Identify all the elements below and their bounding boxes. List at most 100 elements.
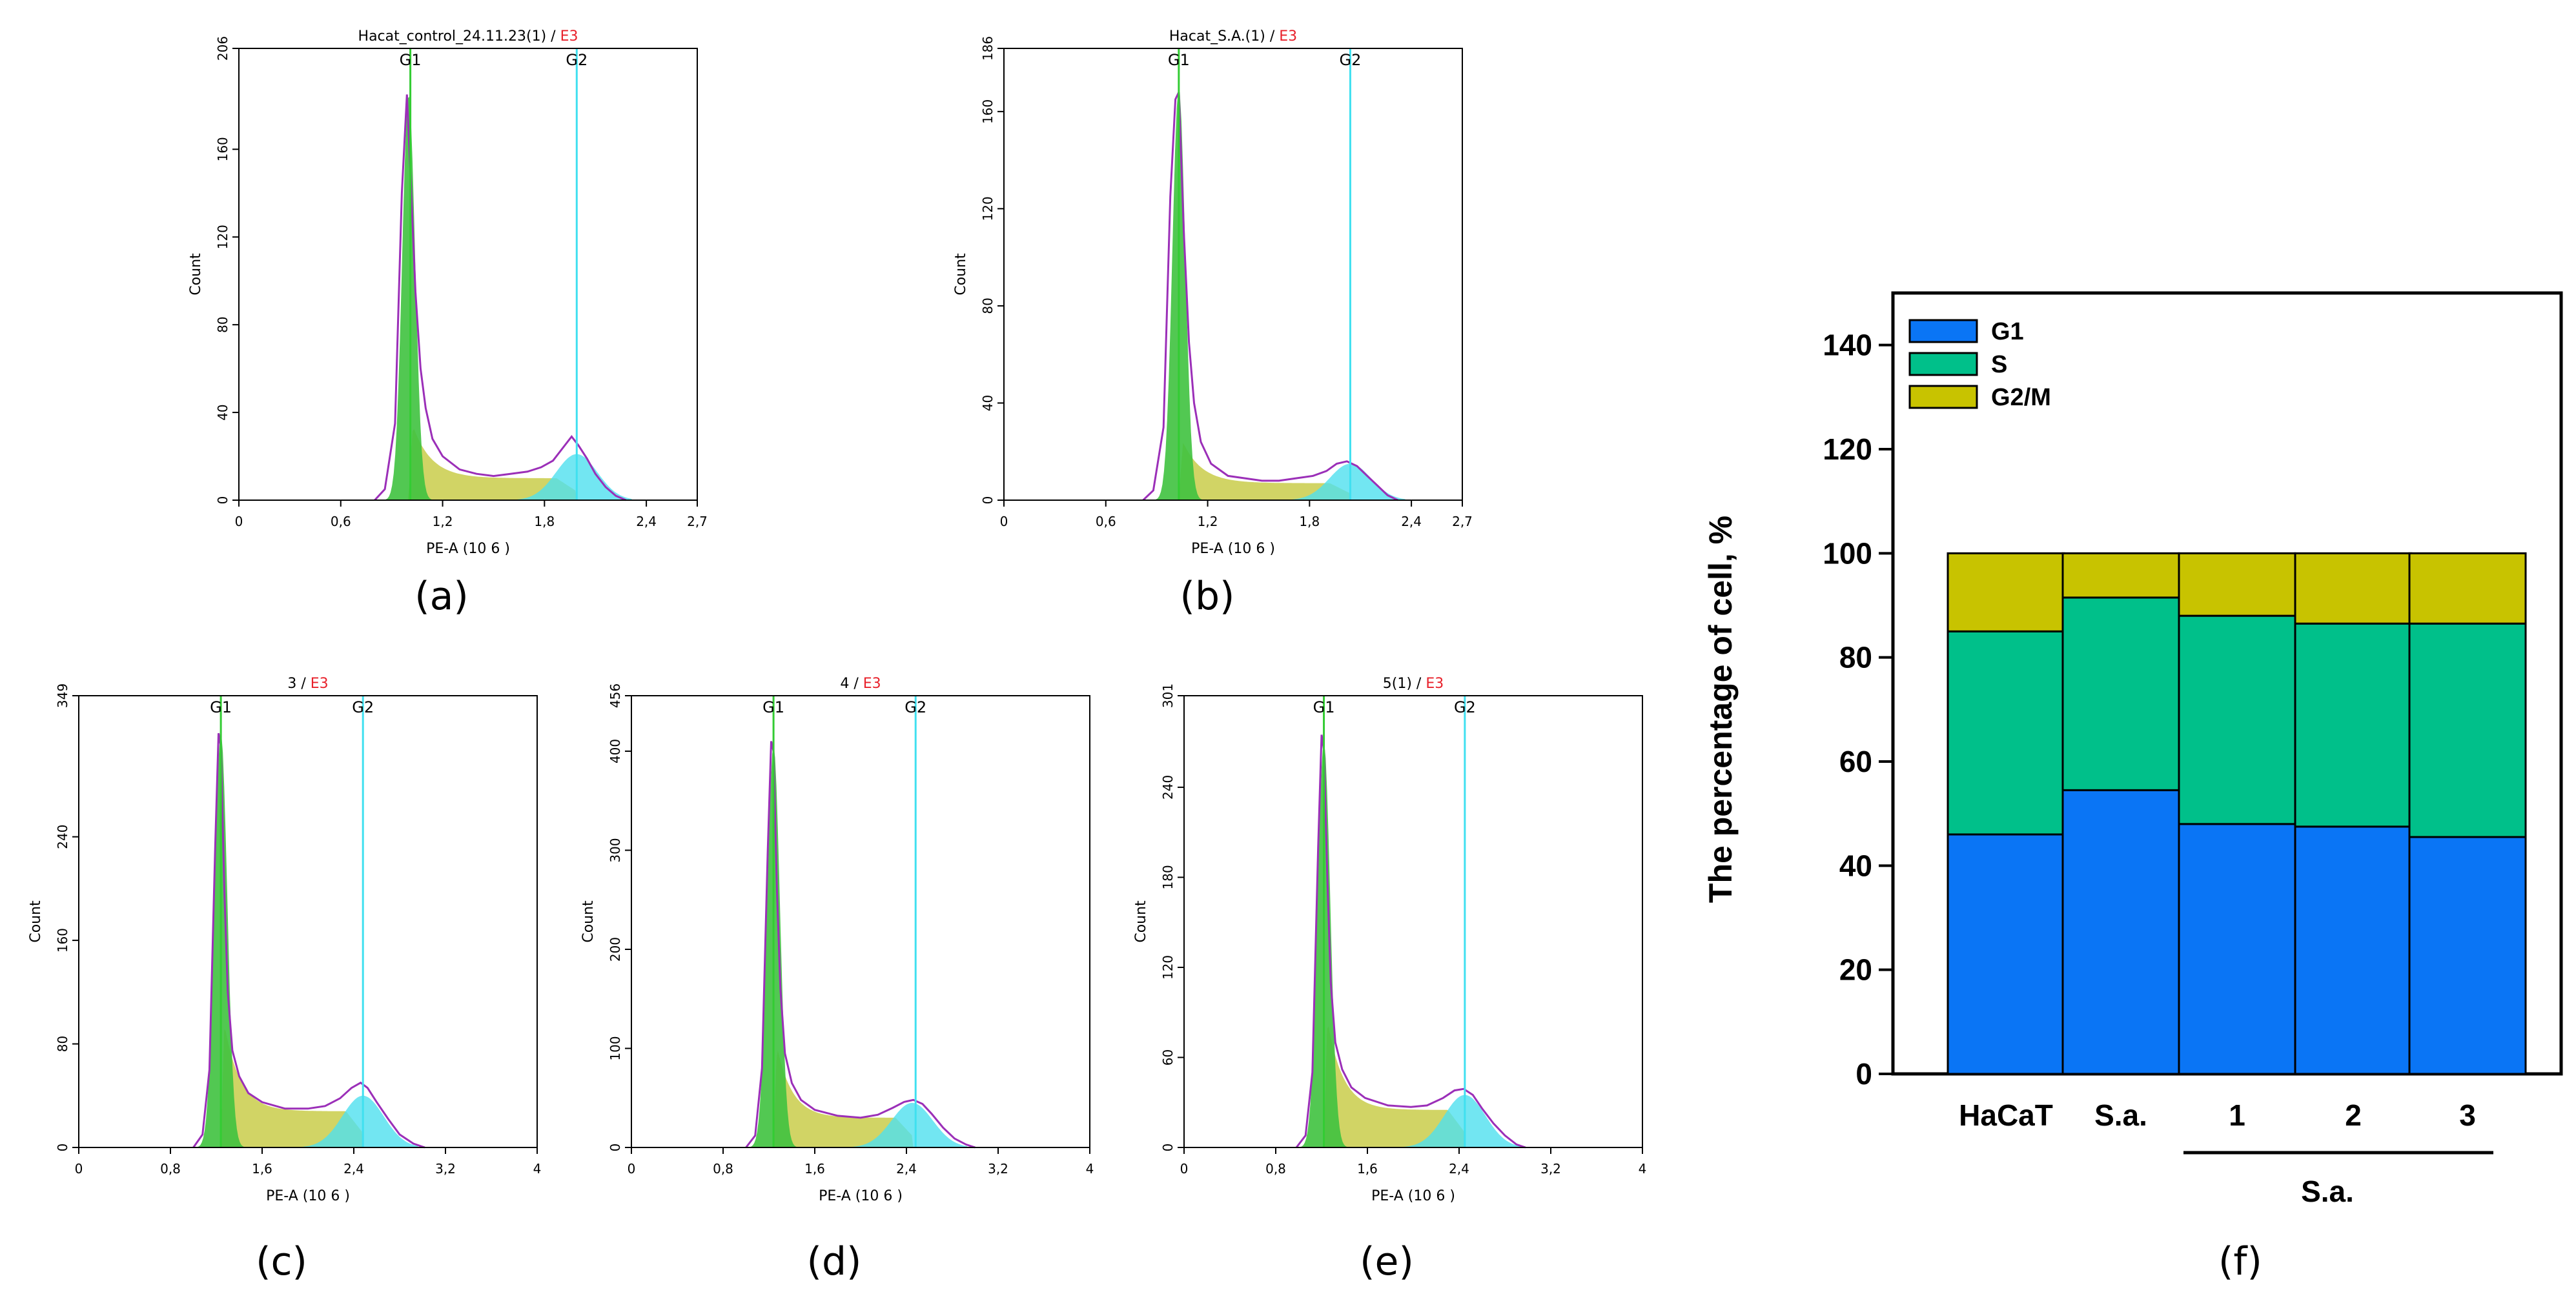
- bar-segment-g2m-3: [2294, 552, 2413, 625]
- y-tick-label: 0: [980, 496, 996, 505]
- bar-y-tick-label: 0: [1855, 1057, 1872, 1091]
- bar-y-tick-label: 120: [1823, 432, 1872, 466]
- histogram-g2-area: [746, 1102, 968, 1147]
- panel-label-c: (c): [256, 1239, 307, 1284]
- histogram-title-gate: E3: [560, 28, 578, 45]
- x-axis-label: PE-A (10 6 ): [1191, 541, 1275, 557]
- histogram-title-sample: 5(1) /: [1383, 676, 1426, 692]
- x-tick-label: 1,8: [534, 514, 555, 529]
- bar-segment-s-2: [2178, 614, 2296, 825]
- x-tick-label: 0,8: [713, 1161, 733, 1177]
- histogram-title-sample: 4 /: [840, 676, 863, 692]
- y-tick-label: 0: [55, 1144, 70, 1152]
- bar-y-axis-label: The percentage of cell, %: [1702, 516, 1739, 903]
- histogram-frame: [1183, 695, 1643, 1148]
- histogram-title: Hacat_S.A.(1) / E3: [1169, 28, 1297, 45]
- x-tick-label: 2,7: [1452, 514, 1473, 529]
- legend-swatch-g1: [1908, 319, 1978, 343]
- bar-segment-g1-4: [2408, 836, 2527, 1075]
- histogram-g2-area: [381, 454, 632, 500]
- group-label: S.a.: [2301, 1175, 2354, 1208]
- histogram-title: 4 / E3: [840, 676, 881, 692]
- y-tick-label: 0: [1160, 1144, 1176, 1152]
- bar-segment-s-1: [2061, 596, 2180, 791]
- bar-segment-s-0: [1947, 630, 2065, 836]
- histogram-c: 3 / E3 G1 G2 0 0,8 1,6 2,4 3,2 4 0 80 160 240 349 PE-A…: [28, 676, 541, 1204]
- panel-label-d: (d): [807, 1239, 862, 1284]
- x-tick-label: 0,6: [331, 514, 351, 529]
- histogram-g2-area: [193, 1095, 418, 1147]
- gate-label-g1: G1: [400, 51, 422, 69]
- histogram-s-phase-area: [193, 1029, 418, 1147]
- y-tick-label: 300: [608, 838, 623, 862]
- y-axis-label: Count: [580, 900, 597, 943]
- bar-category-label: 3: [2459, 1098, 2476, 1132]
- gate-label-g1: G1: [1313, 698, 1335, 716]
- y-tick-label: 301: [1160, 683, 1176, 708]
- legend-label-s: S: [1991, 351, 2007, 378]
- y-tick-label: 120: [1160, 955, 1176, 980]
- y-tick-label: 206: [215, 36, 230, 61]
- y-tick-label: 0: [608, 1144, 623, 1152]
- y-axis-label: Count: [1133, 900, 1149, 943]
- legend-label-g2m: G2/M: [1991, 384, 2051, 411]
- y-tick-label: 0: [215, 496, 230, 505]
- histogram-frame: [238, 48, 698, 501]
- bar-segment-s-3: [2294, 622, 2413, 828]
- y-tick-label: 240: [1160, 775, 1176, 800]
- x-tick-label: 2,4: [343, 1161, 364, 1177]
- x-tick-label: 3,2: [435, 1161, 456, 1177]
- y-tick-label: 120: [980, 196, 996, 221]
- bar-segment-g1-0: [1947, 833, 2065, 1075]
- histogram-b: Hacat_S.A.(1) / E3 G1 G2 0 0,6 1,2 1,8 2,4 2,7 0 4…: [953, 28, 1473, 557]
- histogram-g1-area: [746, 746, 968, 1147]
- bar-y-tick-label: 80: [1839, 641, 1872, 674]
- panel-label-f: (f): [2218, 1239, 2262, 1284]
- x-axis-label: PE-A (10 6 ): [266, 1188, 350, 1204]
- x-tick-label: 0,6: [1096, 514, 1116, 529]
- x-tick-label: 1,6: [804, 1161, 825, 1177]
- histogram-g1-area: [381, 97, 632, 500]
- bar-y-tick-label: 40: [1839, 849, 1872, 882]
- x-tick-label: 1,8: [1299, 514, 1320, 529]
- gate-label-g2: G2: [1454, 698, 1476, 716]
- bar-y-tick-label: 60: [1839, 745, 1872, 778]
- histogram-e: 5(1) / E3 G1 G2 0 0,8 1,6 2,4 3,2 4 0 60 120 180 240 3…: [1133, 676, 1646, 1204]
- x-tick-label: 0: [1000, 514, 1008, 529]
- histogram-envelope-line: [1142, 92, 1398, 501]
- x-tick-label: 0: [628, 1161, 636, 1177]
- legend-label-g1: G1: [1991, 318, 2024, 345]
- y-tick-label: 160: [55, 928, 70, 953]
- x-tick-label: 4: [1086, 1161, 1094, 1177]
- histogram-d: 4 / E3 G1 G2 0 0,8 1,6 2,4 3,2 4 0 100 200 300 400 456…: [580, 676, 1094, 1204]
- x-tick-label: 2,4: [1401, 514, 1422, 529]
- stacked-bar-chart-f: 0 20 40 60 80 100 120 140 The percentage of cell…: [1702, 291, 2563, 1208]
- histogram-title-gate: E3: [1279, 28, 1297, 45]
- histogram-s-phase-area: [1296, 1026, 1520, 1147]
- x-tick-label: 3,2: [1540, 1161, 1561, 1177]
- y-tick-label: 160: [980, 99, 996, 124]
- y-axis-label: Count: [188, 253, 204, 296]
- histogram-g1-area: [1151, 88, 1406, 501]
- y-tick-label: 160: [215, 137, 230, 161]
- gate-label-g1: G1: [1168, 51, 1190, 69]
- x-axis-label: PE-A (10 6 ): [1371, 1188, 1455, 1204]
- histogram-title-sample: 3 /: [287, 676, 310, 692]
- bar-category-label: 1: [2229, 1098, 2245, 1132]
- bar-segment-g1-3: [2294, 825, 2413, 1075]
- y-tick-label: 80: [215, 316, 230, 332]
- y-tick-label: 100: [608, 1036, 623, 1060]
- x-tick-label: 0,8: [160, 1161, 181, 1177]
- bar-y-tick-label: 20: [1839, 953, 1872, 987]
- x-tick-label: 2,4: [636, 514, 657, 529]
- x-tick-label: 4: [1639, 1161, 1647, 1177]
- bar-y-tick-label: 140: [1823, 328, 1872, 362]
- x-tick-label: 1,2: [433, 514, 453, 529]
- y-tick-label: 186: [980, 36, 996, 61]
- bar-segment-g1-2: [2178, 823, 2296, 1075]
- gate-label-g2: G2: [1340, 51, 1362, 69]
- y-tick-label: 120: [215, 225, 230, 249]
- panel-label-b: (b): [1180, 574, 1235, 619]
- y-tick-label: 456: [608, 683, 623, 708]
